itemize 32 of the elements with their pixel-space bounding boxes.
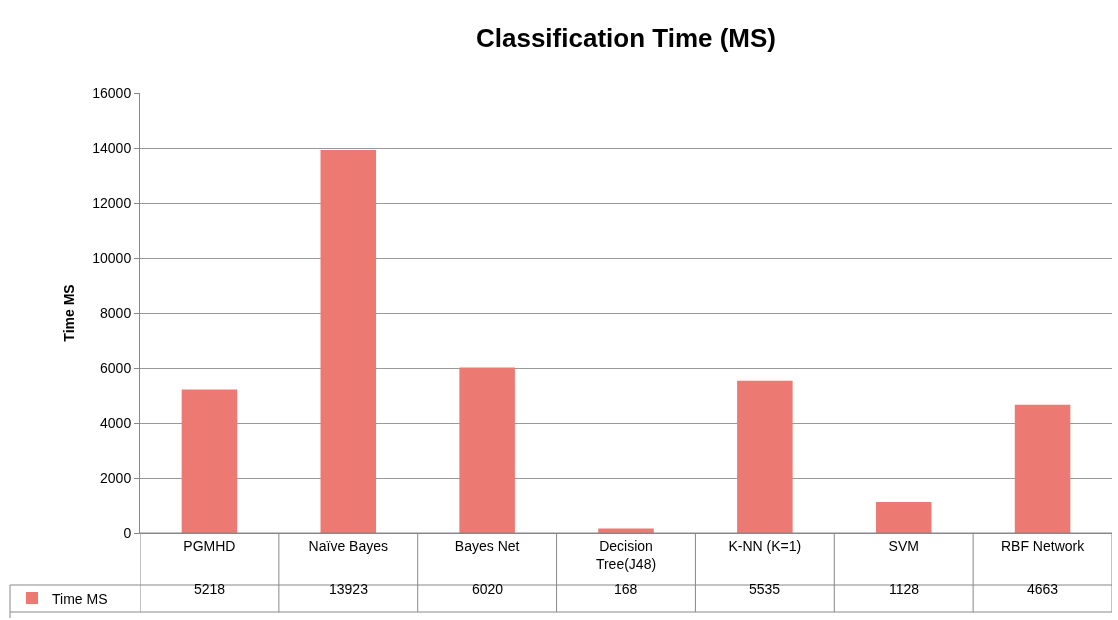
bar: [1014, 404, 1071, 533]
data-label: 168: [614, 581, 638, 597]
y-tick-label: 14000: [92, 139, 132, 156]
bar: [320, 150, 377, 533]
data-label: 13923: [329, 581, 369, 597]
y-tick-label: 10000: [92, 249, 132, 266]
x-tick-label: RBF Network: [1000, 537, 1086, 554]
y-tick-label: 0: [123, 524, 132, 541]
data-label: 4663: [1027, 581, 1059, 597]
bar: [875, 501, 932, 533]
bar: [737, 380, 793, 533]
data-label: 5218: [194, 581, 226, 597]
x-tick-label: Bayes Net: [454, 537, 520, 554]
chart-title: Classification Time (MS): [475, 23, 777, 54]
x-tick-label: Naïve Bayes: [308, 537, 388, 554]
x-tick-label: SVM: [888, 537, 919, 554]
y-axis-title: Time MS: [60, 284, 77, 342]
x-tick-label: PGMHD: [183, 537, 236, 554]
y-tick-label: 16000: [92, 84, 132, 101]
y-tick-label: 8000: [100, 304, 132, 321]
data-label: 5535: [749, 581, 781, 597]
legend-label: Time MS: [52, 590, 108, 607]
y-tick-label: 12000: [92, 194, 132, 211]
x-tick-label: K-NN (K=1): [728, 537, 802, 554]
y-tick-label: 6000: [100, 359, 132, 376]
x-tick-label: Decision Tree(J48): [595, 537, 657, 572]
data-label: 6020: [472, 581, 504, 597]
bar: [459, 367, 515, 533]
y-tick-label: 4000: [100, 414, 132, 431]
y-tick-label: 2000: [100, 469, 132, 486]
bar: [181, 389, 238, 533]
data-label: 1128: [889, 581, 920, 597]
